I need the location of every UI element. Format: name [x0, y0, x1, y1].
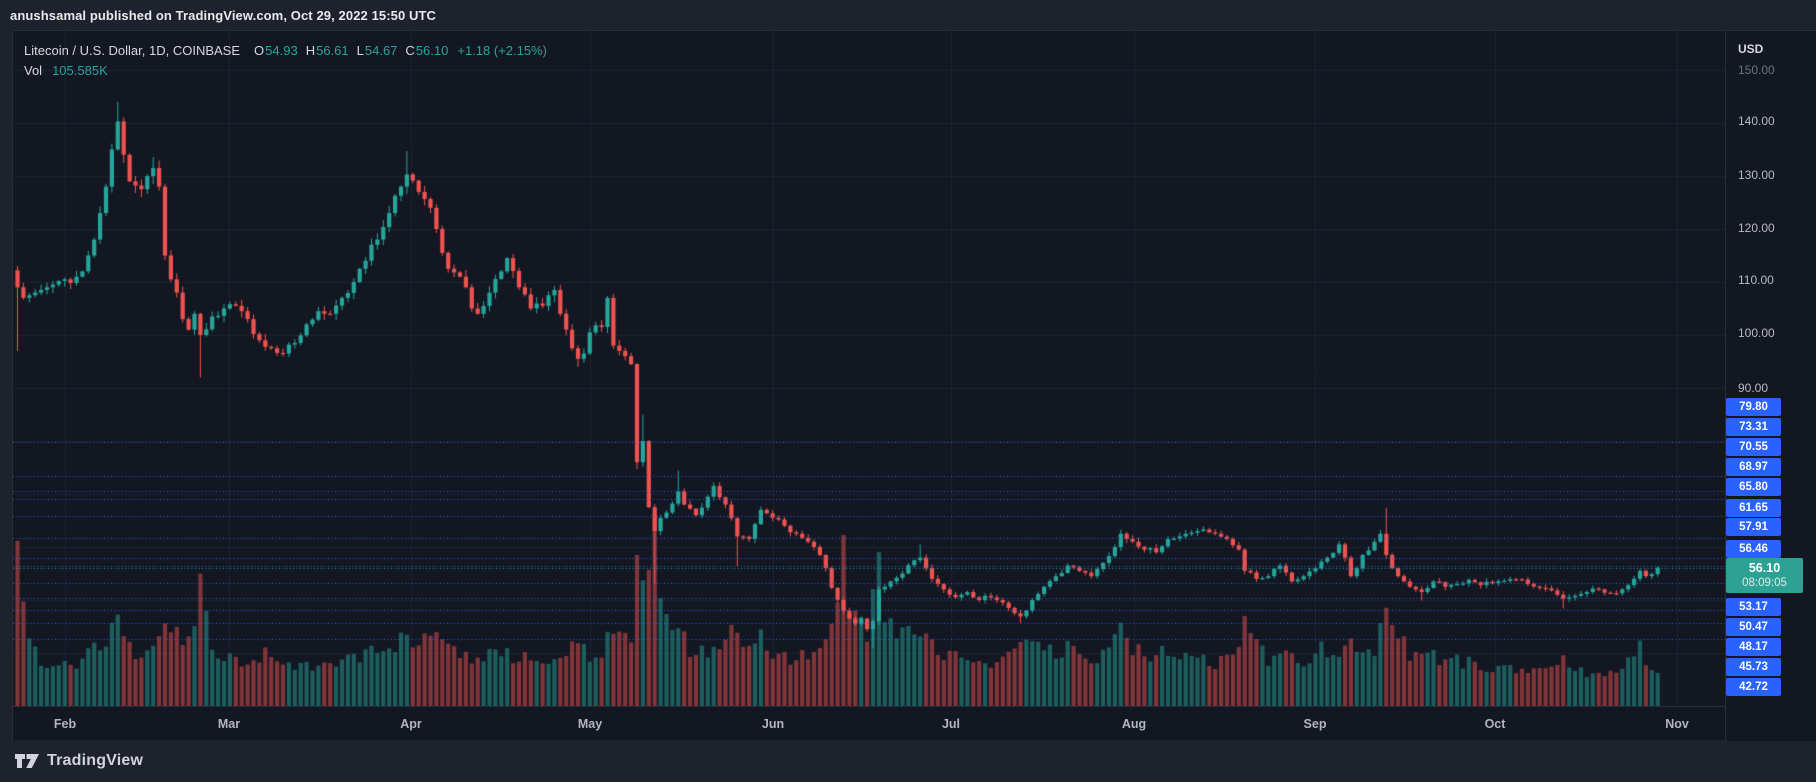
bottom-toolbar: TradingView	[0, 740, 1816, 782]
month-label-feb: Feb	[53, 717, 77, 731]
month-label-apr: Apr	[400, 717, 422, 731]
level-price-label: 61.65	[1726, 499, 1781, 517]
month-label-nov: Nov	[1665, 717, 1689, 731]
price-scale-label: 90.00	[1738, 381, 1769, 395]
high-value: 56.61	[316, 42, 349, 58]
price-scale-label: 140.00	[1738, 114, 1775, 128]
month-label-jun: Jun	[761, 717, 785, 731]
close-value: 56.10	[415, 42, 449, 58]
level-price-label: 56.46	[1726, 540, 1781, 558]
volume-label[interactable]: Vol	[24, 62, 43, 78]
high-label: H	[305, 42, 316, 58]
price-scale-label: 100.00	[1738, 326, 1775, 340]
month-label-may: May	[577, 717, 603, 731]
level-price-label: 70.55	[1726, 438, 1781, 456]
price-scale-label: 110.00	[1738, 273, 1774, 287]
level-price-label: 42.72	[1726, 678, 1781, 696]
level-price-label: 68.97	[1726, 458, 1781, 476]
open-value: 54.93	[265, 42, 298, 58]
low-label: L	[356, 42, 364, 58]
currency-label: USD	[1738, 42, 1764, 56]
chart-widget: Litecoin / U.S. Dollar, 1D, COINBASE O 5…	[12, 30, 1816, 741]
legend-volume-row: Vol 105.585K	[24, 60, 547, 80]
price-axis[interactable]: USD 150.00 140.00 130.00 120.00 110.00 100.00…	[1725, 31, 1816, 741]
level-price-label: 73.31	[1726, 418, 1781, 436]
month-label-oct: Oct	[1484, 717, 1506, 731]
month-label-mar: Mar	[217, 717, 241, 731]
tradingview-logo-text: TradingView	[47, 752, 144, 769]
volume-value: 105.585K	[52, 62, 108, 78]
last-price-value: 56.10	[1748, 561, 1781, 575]
price-scale-label: 120.00	[1738, 221, 1775, 235]
last-price-label: 56.10 08:09:05	[1726, 558, 1803, 593]
price-chart-canvas[interactable]	[13, 31, 1725, 706]
price-scale-label: 130.00	[1738, 168, 1775, 182]
level-price-label: 79.80	[1726, 398, 1781, 416]
countdown-timer: 08:09:05	[1742, 577, 1787, 589]
close-label: C	[405, 42, 415, 58]
level-price-label: 53.17	[1726, 598, 1781, 616]
month-label-aug: Aug	[1121, 717, 1147, 731]
month-label-jul: Jul	[941, 717, 961, 731]
level-price-label: 65.80	[1726, 478, 1781, 496]
price-scale-label: 150.00	[1738, 63, 1775, 77]
level-price-label: 45.73	[1726, 658, 1781, 676]
time-axis[interactable]: Feb Mar Apr May Jun Jul Aug Sep Oct Nov	[13, 706, 1725, 740]
tradingview-logo-icon	[15, 754, 39, 768]
low-value: 54.67	[364, 42, 398, 58]
change-value: +1.18 (+2.15%)	[457, 42, 547, 58]
level-price-label: 48.17	[1726, 638, 1781, 656]
level-price-label: 50.47	[1726, 618, 1781, 636]
watermark-text: anushsamal published on TradingView.com,…	[10, 7, 437, 23]
tradingview-logo[interactable]: TradingView	[14, 751, 143, 771]
month-label-sep: Sep	[1303, 717, 1327, 731]
chart-legend: Litecoin / U.S. Dollar, 1D, COINBASE O 5…	[24, 40, 547, 80]
open-label: O	[254, 42, 265, 58]
legend-symbol-row: Litecoin / U.S. Dollar, 1D, COINBASE O 5…	[24, 40, 547, 60]
watermark-bar: anushsamal published on TradingView.com,…	[0, 0, 1816, 30]
level-price-label: 57.91	[1726, 518, 1781, 536]
symbol-title[interactable]: Litecoin / U.S. Dollar, 1D, COINBASE	[24, 42, 241, 58]
